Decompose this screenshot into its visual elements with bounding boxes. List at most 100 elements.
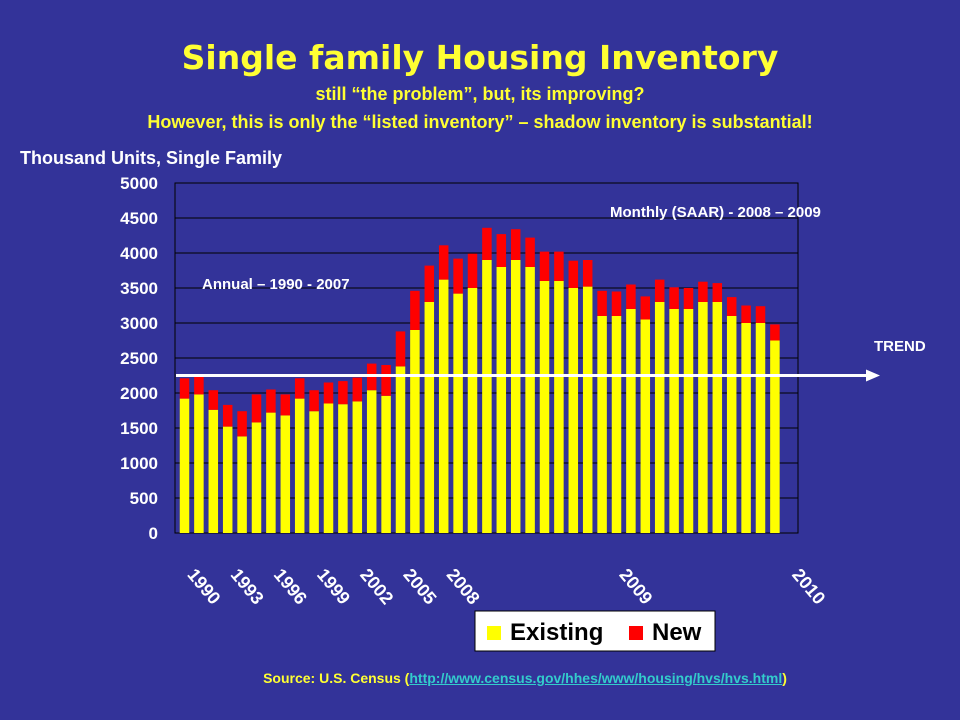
y-tick-label: 2000 <box>120 384 158 403</box>
bar-new <box>741 305 751 323</box>
bar-new <box>683 288 694 309</box>
y-tick-label: 4500 <box>120 209 158 228</box>
y-tick-label: 2500 <box>120 349 158 368</box>
bar-existing <box>438 279 449 533</box>
bar-new <box>438 245 449 280</box>
bar-new <box>309 390 319 412</box>
bar-new <box>395 331 406 367</box>
bar-existing <box>381 395 391 533</box>
bar-existing <box>482 260 492 533</box>
x-tick-label: 2009 <box>615 565 656 609</box>
bar-existing <box>338 404 348 533</box>
bar-existing <box>395 366 406 533</box>
bar-existing <box>496 267 507 533</box>
y-tick-label: 1500 <box>120 419 158 438</box>
bar-existing <box>510 260 521 533</box>
legend-label-new: New <box>652 619 702 646</box>
bar-existing <box>712 302 723 533</box>
source-link[interactable]: http://www.census.gov/hhes/www/housing/h… <box>409 670 783 686</box>
y-axis-label: Thousand Units, Single Family <box>20 148 282 168</box>
bar-new <box>251 394 262 423</box>
legend-swatch-existing <box>487 626 501 640</box>
bar-new <box>482 227 492 260</box>
legend-box <box>474 610 716 652</box>
bar-new <box>525 237 535 267</box>
bar-existing <box>683 309 694 533</box>
bar-new <box>467 253 478 288</box>
bar-new <box>208 390 219 410</box>
bar-existing <box>770 340 780 533</box>
bar-new <box>611 291 622 316</box>
bar-existing <box>266 412 276 533</box>
bar-new <box>554 251 564 281</box>
subtitle-line-2: However, this is only the “listed invent… <box>147 112 813 132</box>
bar-existing <box>179 398 190 533</box>
bar-new <box>266 389 276 413</box>
bar-existing <box>669 309 679 533</box>
x-tick-label: 2005 <box>399 565 440 609</box>
annotation-trend: TREND <box>874 338 926 355</box>
bar-existing <box>726 316 737 533</box>
annotation-monthly: Monthly (SAAR) - 2008 – 2009 <box>610 204 821 221</box>
bar-existing <box>611 316 622 533</box>
bar-new <box>352 377 363 402</box>
x-tick-label: 2002 <box>356 565 397 609</box>
bar-new <box>582 260 593 287</box>
bar-new <box>510 229 521 260</box>
bar-new <box>568 260 579 288</box>
bar-new <box>496 234 507 267</box>
bar-existing <box>698 302 708 533</box>
y-tick-label: 4000 <box>120 244 158 263</box>
bar-existing <box>582 286 593 533</box>
x-tick-label: 2010 <box>788 565 829 609</box>
bar-existing <box>525 267 535 533</box>
bar-existing <box>554 281 564 533</box>
bar-existing <box>366 390 377 533</box>
bar-existing <box>640 319 651 533</box>
bar-new <box>453 258 463 294</box>
x-tick-label: 1993 <box>227 565 268 609</box>
bar-new <box>194 376 204 395</box>
x-tick-label: 1996 <box>270 565 311 609</box>
bar-existing <box>741 323 751 533</box>
bar-new <box>294 378 305 399</box>
y-tick-label: 3000 <box>120 314 158 333</box>
bar-new <box>626 284 636 309</box>
y-tick-label: 0 <box>149 524 158 543</box>
annotation-annual: Annual – 1990 - 2007 <box>202 276 350 293</box>
x-tick-label: 1999 <box>313 565 354 609</box>
bar-existing <box>410 330 420 533</box>
trend-arrowhead <box>866 369 880 382</box>
bar-new <box>770 324 780 341</box>
bar-existing <box>280 415 291 533</box>
x-tick-label: 2008 <box>443 565 484 609</box>
bar-new <box>381 365 391 396</box>
bar-existing <box>755 323 766 533</box>
page-title: Single family Housing Inventory <box>181 38 779 77</box>
y-tick-label: 5000 <box>120 174 158 193</box>
bar-new <box>597 290 607 316</box>
bar-new <box>424 265 435 302</box>
bar-new <box>323 382 334 404</box>
bar-new <box>640 296 651 320</box>
bar-new <box>539 251 550 281</box>
legend-label-existing: Existing <box>510 619 603 646</box>
bar-existing <box>294 398 305 533</box>
bar-existing <box>222 426 233 533</box>
bar-new <box>755 306 766 323</box>
bar-new <box>410 290 420 330</box>
bar-existing <box>237 436 247 533</box>
bar-existing <box>539 281 550 533</box>
bar-existing <box>352 401 363 533</box>
bar-existing <box>654 302 665 533</box>
source-suffix: ) <box>782 670 787 686</box>
bar-new <box>669 287 679 309</box>
legend-swatch-new <box>629 626 643 640</box>
bar-new <box>222 404 233 427</box>
bar-existing <box>568 288 579 533</box>
bar-existing <box>208 409 219 533</box>
bar-existing <box>323 403 334 533</box>
y-tick-label: 3500 <box>120 279 158 298</box>
bar-existing <box>194 394 204 533</box>
